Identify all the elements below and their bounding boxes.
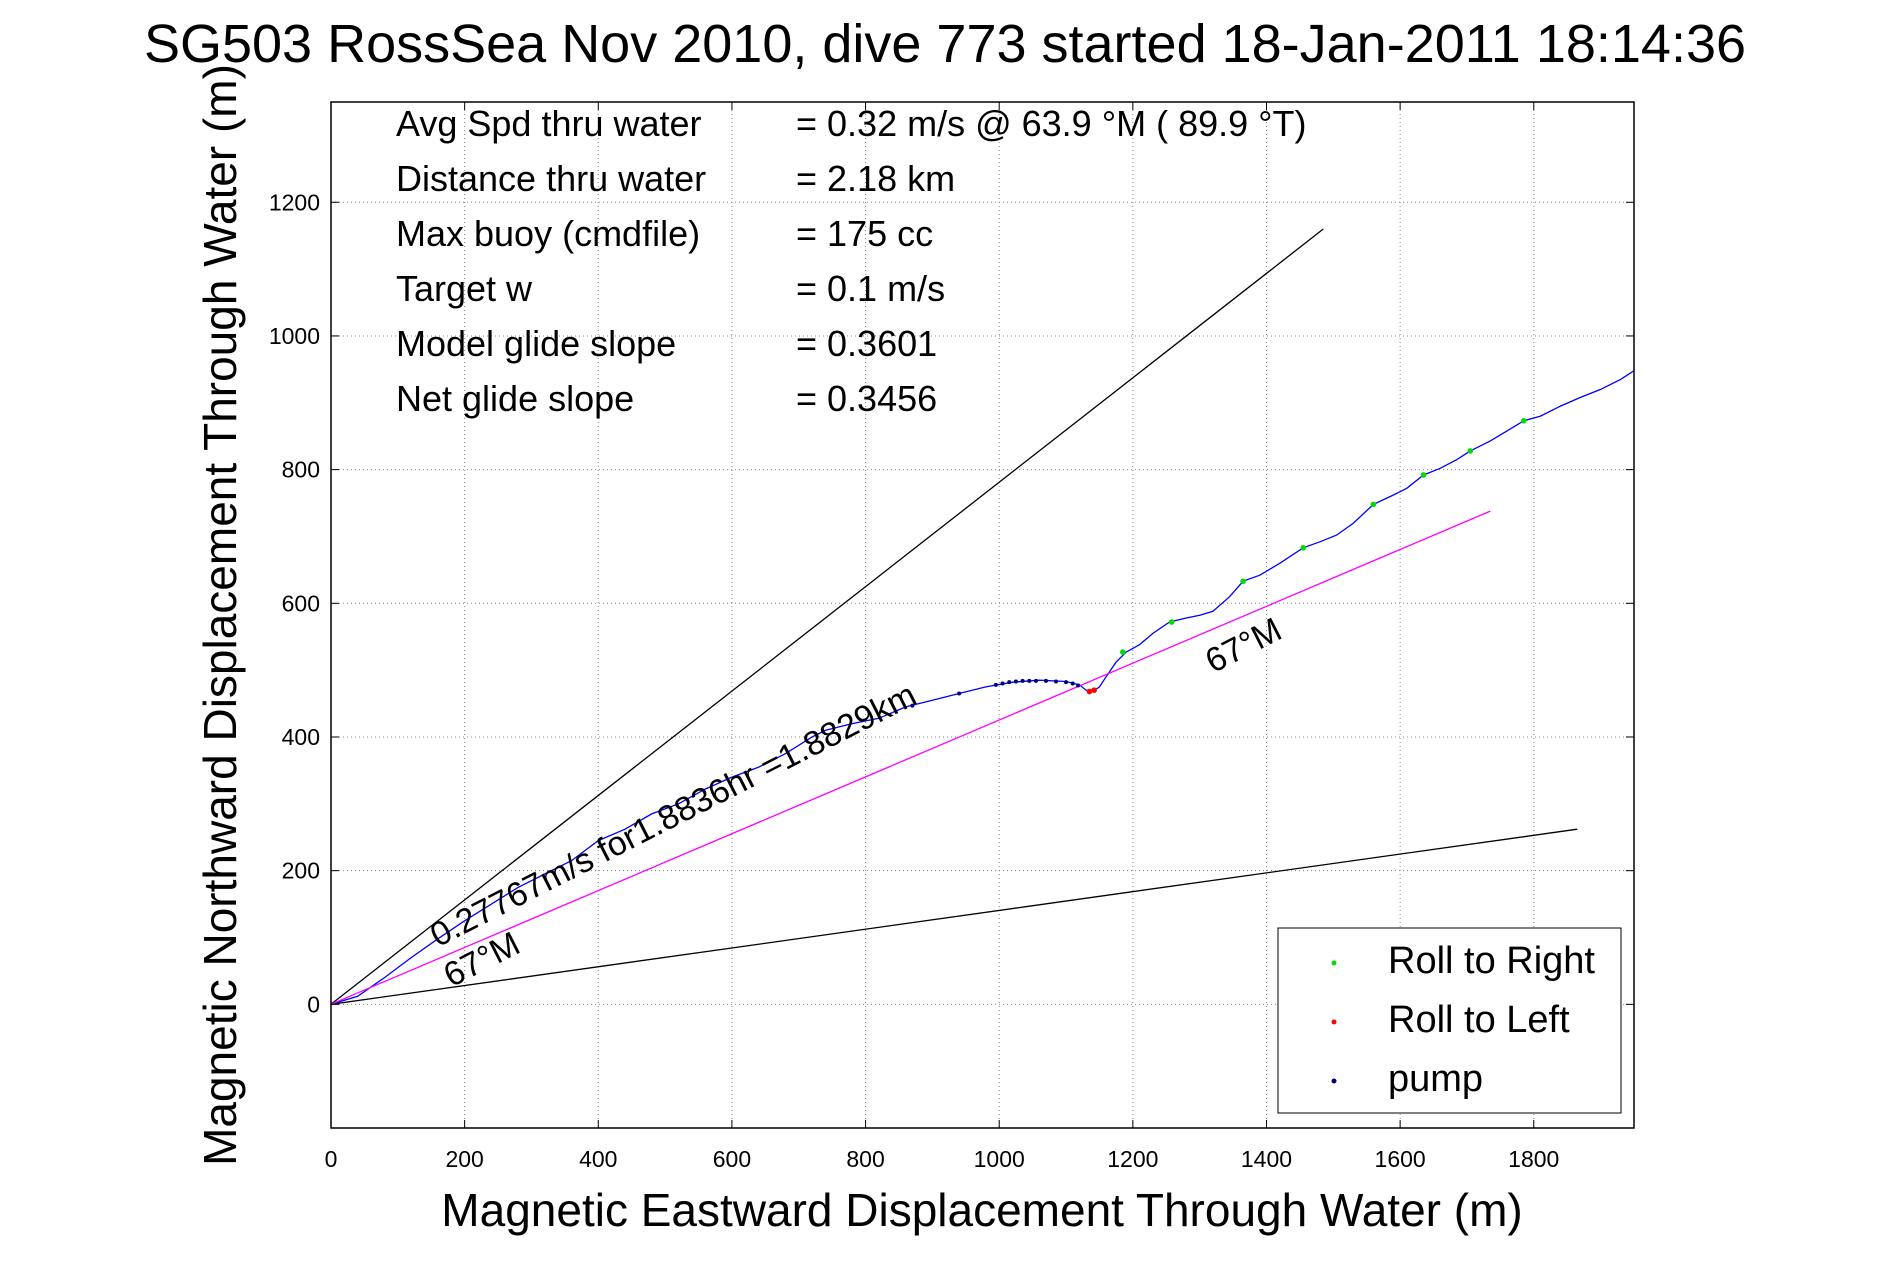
x-tick-label: 400 bbox=[579, 1146, 617, 1172]
y-tick-label: 200 bbox=[282, 858, 320, 884]
series-line bbox=[330, 228, 1324, 1005]
stat-value: = 2.18 km bbox=[796, 158, 955, 199]
stat-value: = 175 cc bbox=[796, 213, 933, 254]
series-line bbox=[330, 370, 1635, 1005]
series-lines bbox=[330, 370, 1635, 1005]
pump-marker bbox=[957, 691, 962, 696]
plot-area: 0.27767m/s for1.8836hr =1.8829km67°M67°M… bbox=[269, 101, 1635, 1172]
pump-marker bbox=[910, 703, 915, 708]
legend-marker bbox=[1331, 960, 1337, 966]
x-axis-ticks: 0 200 400 600 800 1000 1200 1400 1600 1800 bbox=[325, 102, 1559, 1172]
roll-right-marker bbox=[1168, 619, 1175, 625]
x-tick-label: 200 bbox=[445, 1146, 483, 1172]
legend: Roll to Right Roll to Left pump bbox=[1277, 927, 1622, 1114]
x-tick-label: 1600 bbox=[1375, 1146, 1426, 1172]
stat-label: Avg Spd thru water bbox=[396, 103, 702, 144]
x-tick-label: 1800 bbox=[1508, 1146, 1559, 1172]
roll-left-marker bbox=[1091, 687, 1097, 693]
pump-marker bbox=[1064, 680, 1069, 685]
legend-marker bbox=[1331, 1019, 1337, 1025]
y-tick-label: 800 bbox=[282, 457, 320, 483]
stat-label: Distance thru water bbox=[396, 158, 706, 199]
pump-marker bbox=[1054, 679, 1059, 684]
legend-label: Roll to Left bbox=[1388, 999, 1570, 1041]
pump-marker bbox=[1000, 681, 1005, 686]
stat-label: Max buoy (cmdfile) bbox=[396, 213, 700, 254]
roll-right-marker bbox=[1520, 418, 1527, 424]
plot-border bbox=[330, 101, 1635, 1129]
x-tick-label: 600 bbox=[713, 1146, 751, 1172]
legend-marker bbox=[1331, 1078, 1337, 1084]
pump-marker bbox=[1007, 680, 1012, 685]
x-tick-label: 1000 bbox=[974, 1146, 1025, 1172]
roll-right-marker bbox=[1120, 649, 1126, 655]
stat-value: = 0.3456 bbox=[796, 378, 937, 419]
roll-left-marker bbox=[1086, 688, 1093, 695]
chart-title: SG503 RossSea Nov 2010, dive 773 started… bbox=[144, 14, 1746, 74]
x-tick-label: 800 bbox=[846, 1146, 884, 1172]
roll-right-marker bbox=[1420, 472, 1427, 478]
x-tick-label: 1200 bbox=[1107, 1146, 1158, 1172]
y-tick-label: 1000 bbox=[269, 323, 320, 349]
series-line bbox=[330, 828, 1578, 1005]
legend-label: Roll to Right bbox=[1388, 940, 1595, 982]
y-tick-label: 1200 bbox=[269, 189, 320, 215]
roll-right-marker bbox=[1240, 578, 1246, 585]
grid bbox=[331, 102, 1634, 1128]
legend-label: pump bbox=[1388, 1058, 1483, 1100]
roll-right-marker bbox=[1467, 448, 1474, 454]
y-tick-label: 400 bbox=[282, 724, 320, 750]
series-line bbox=[330, 510, 1491, 1005]
roll-right-marker bbox=[1370, 501, 1377, 508]
roll-right-marker bbox=[1300, 545, 1307, 551]
stat-label: Target w bbox=[396, 268, 533, 309]
stat-value: = 0.32 m/s @ 63.9 °M ( 89.9 °T) bbox=[796, 103, 1307, 144]
y-axis-ticks: 0 200 400 600 800 1000 1200 bbox=[269, 189, 1634, 1017]
stat-label: Model glide slope bbox=[396, 323, 676, 364]
roll-markers bbox=[910, 418, 1527, 708]
pump-marker bbox=[1027, 678, 1032, 683]
pump-marker bbox=[993, 682, 998, 687]
pump-marker bbox=[1013, 679, 1018, 684]
stat-value: = 0.1 m/s bbox=[796, 268, 945, 309]
x-axis-label: Magnetic Eastward Displacement Through W… bbox=[441, 1184, 1522, 1236]
stat-value: = 0.3601 bbox=[796, 323, 937, 364]
pump-marker bbox=[1033, 678, 1038, 683]
x-tick-label: 0 bbox=[325, 1146, 338, 1172]
pump-marker bbox=[1043, 678, 1048, 683]
x-tick-label: 1400 bbox=[1241, 1146, 1292, 1172]
stat-label: Net glide slope bbox=[396, 378, 634, 419]
pump-marker bbox=[1076, 683, 1081, 688]
bound-lines bbox=[330, 228, 1578, 1005]
y-tick-label: 600 bbox=[282, 590, 320, 616]
y-axis-label: Magnetic Northward Displacement Through … bbox=[194, 64, 246, 1166]
pump-marker bbox=[1020, 678, 1025, 683]
pump-marker bbox=[1070, 681, 1075, 686]
stats-block: Avg Spd thru water = 0.32 m/s @ 63.9 °M (… bbox=[396, 103, 1307, 419]
y-tick-label: 0 bbox=[307, 991, 320, 1017]
